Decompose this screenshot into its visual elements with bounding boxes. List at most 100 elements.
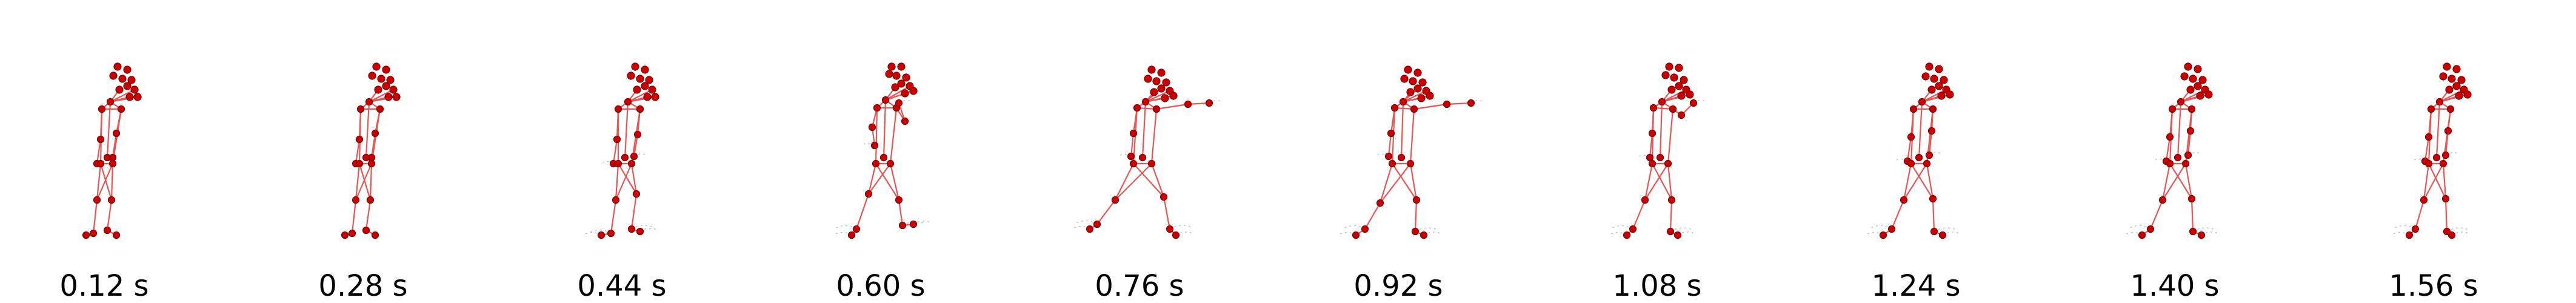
- motion-trace: [1076, 220, 1098, 225]
- skeleton-joint: [1938, 231, 1947, 239]
- skeleton-bone: [1928, 130, 1933, 156]
- head-joint: [2196, 92, 2204, 100]
- head-joint: [1157, 84, 1166, 93]
- skeleton-joint: [2189, 227, 2197, 236]
- skeleton-joint: [909, 220, 918, 228]
- skeleton-bone: [2161, 162, 2187, 201]
- skeleton-joint: [2446, 105, 2455, 113]
- skeleton-bone: [109, 88, 136, 103]
- head-joint: [2198, 76, 2207, 84]
- head-joint: [1665, 62, 1673, 71]
- skeleton-bone: [1649, 132, 1653, 159]
- skeleton-joint: [2441, 151, 2450, 159]
- skeleton-bone: [1144, 90, 1171, 103]
- skeleton-bone: [627, 88, 653, 103]
- skeleton-bone: [1364, 202, 1381, 230]
- head-joint: [2457, 76, 2466, 84]
- skeleton-joint: [2424, 159, 2433, 168]
- head-joint: [1169, 92, 1178, 100]
- skeleton-joint: [2424, 133, 2433, 141]
- skeleton-bone: [612, 138, 618, 165]
- skeleton-joint: [613, 135, 621, 144]
- head-joint: [368, 72, 376, 80]
- head-joint: [1413, 84, 1422, 93]
- skeleton-joint: [1669, 105, 1677, 113]
- skeleton-joint: [2166, 159, 2174, 168]
- skeleton-bone: [1114, 162, 1153, 201]
- skeleton-joint: [112, 231, 121, 239]
- skeleton-joint: [2181, 159, 2190, 168]
- head-joint: [636, 75, 644, 83]
- skeleton-joint: [1384, 152, 1393, 161]
- skeleton-joint: [2158, 196, 2167, 204]
- head-joint: [2463, 90, 2472, 99]
- motion-trace: [1612, 225, 1633, 230]
- skeleton-joint: [2187, 105, 2196, 113]
- skeleton-bone: [1906, 136, 1912, 162]
- head-joint: [1937, 92, 1946, 100]
- skeleton-bone: [2442, 162, 2447, 200]
- head-joint: [891, 83, 899, 92]
- head-joint: [1946, 90, 1954, 99]
- head-joint: [2452, 82, 2461, 90]
- head-joint: [382, 65, 390, 74]
- head-joint: [389, 85, 398, 94]
- skeleton-joint: [1667, 196, 1676, 204]
- skeleton-joint: [1879, 231, 1887, 239]
- head-joint: [1675, 64, 1683, 72]
- head-joint: [909, 87, 918, 95]
- skeleton-bone: [1132, 162, 1165, 198]
- skeleton-joint: [352, 196, 360, 204]
- skeleton-frame: [1073, 65, 1223, 239]
- skeleton-joint: [1689, 99, 1698, 107]
- skeleton-joint: [886, 159, 895, 168]
- skeleton-joint: [2432, 153, 2441, 162]
- skeleton-joint: [2427, 105, 2435, 113]
- motion-trace: [590, 229, 612, 234]
- skeleton-joint: [2405, 231, 2414, 239]
- skeleton-joint: [1184, 100, 1192, 108]
- skeleton-bone: [358, 162, 372, 201]
- skeleton-bone: [855, 193, 870, 230]
- skeleton-joint: [1658, 98, 1666, 106]
- skeleton-frame: [835, 62, 932, 239]
- skeleton-bone: [1114, 162, 1135, 201]
- skeleton-bone: [1144, 95, 1175, 103]
- head-joint: [2184, 62, 2192, 71]
- head-joint: [887, 62, 896, 71]
- skeleton-joint: [366, 196, 375, 204]
- skeleton-joint: [1666, 227, 1675, 236]
- skeleton-bone: [2180, 88, 2206, 103]
- skeleton-joint: [2166, 133, 2174, 141]
- skeleton-frame: [1610, 62, 1707, 239]
- head-joint: [1147, 65, 1156, 74]
- head-joint: [384, 93, 393, 101]
- skeleton-bone: [1669, 199, 1673, 233]
- skeleton-joint: [2435, 98, 2444, 106]
- skeleton-bone: [355, 162, 373, 201]
- skeleton-joint: [96, 159, 105, 168]
- skeleton-joint: [1172, 231, 1180, 239]
- skeleton-joint: [1129, 159, 1138, 168]
- skeleton-frame: [2393, 62, 2472, 239]
- skeleton-joint: [355, 159, 364, 168]
- skeleton-bone: [1921, 88, 1947, 103]
- skeleton-bone: [2184, 162, 2193, 200]
- skeleton-joint: [107, 196, 116, 204]
- skeleton-joint: [1406, 159, 1415, 168]
- skeleton-joint: [1166, 225, 1174, 233]
- skeleton-bone: [1387, 132, 1392, 158]
- frame-time-label: 0.76 s: [1095, 269, 1184, 303]
- skeleton-joint: [2168, 105, 2177, 113]
- skeleton-joint: [1648, 159, 1657, 168]
- skeleton-bone: [355, 162, 361, 201]
- skeleton-bone: [2444, 198, 2448, 233]
- skeleton-joint: [2439, 159, 2448, 168]
- skeleton-joint: [868, 123, 876, 132]
- skeleton-joint: [1086, 225, 1094, 233]
- skeleton-joint: [2441, 195, 2450, 203]
- skeleton-joint: [2411, 225, 2420, 233]
- head-joint: [885, 70, 893, 78]
- head-joint: [901, 89, 909, 98]
- skeleton-bone: [1659, 101, 1663, 159]
